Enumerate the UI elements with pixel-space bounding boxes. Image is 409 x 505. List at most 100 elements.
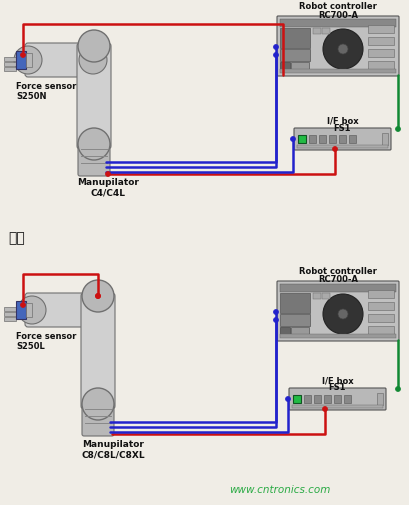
Text: Robot controller: Robot controller: [298, 266, 376, 275]
Bar: [16, 52, 26, 70]
Text: RC700-A: RC700-A: [317, 11, 357, 20]
Bar: [291, 405, 382, 408]
FancyBboxPatch shape: [81, 293, 115, 409]
FancyBboxPatch shape: [25, 44, 96, 78]
Bar: [279, 284, 395, 292]
Bar: [321, 29, 329, 35]
Bar: [318, 136, 325, 144]
Bar: [279, 29, 309, 49]
Circle shape: [273, 54, 278, 59]
Circle shape: [395, 387, 400, 392]
Circle shape: [78, 129, 110, 161]
Bar: [4, 58, 16, 62]
Bar: [338, 136, 345, 144]
Bar: [4, 308, 16, 312]
Bar: [26, 304, 32, 317]
Text: RC700-A: RC700-A: [317, 275, 357, 284]
Bar: [4, 317, 16, 321]
FancyBboxPatch shape: [26, 50, 95, 72]
Bar: [367, 290, 393, 298]
Bar: [279, 327, 289, 337]
Circle shape: [290, 137, 295, 142]
Circle shape: [322, 407, 327, 412]
Circle shape: [105, 172, 110, 177]
Bar: [297, 136, 305, 144]
Bar: [367, 38, 393, 46]
Bar: [26, 54, 32, 68]
FancyBboxPatch shape: [293, 129, 390, 150]
Bar: [279, 63, 289, 73]
Circle shape: [395, 127, 400, 132]
Bar: [328, 136, 335, 144]
Bar: [348, 136, 355, 144]
Bar: [4, 68, 16, 72]
Bar: [367, 326, 393, 334]
Circle shape: [82, 388, 114, 420]
Bar: [279, 50, 309, 62]
Text: Manupilator
C4/C4L: Manupilator C4/C4L: [77, 178, 139, 197]
Bar: [279, 70, 395, 74]
FancyBboxPatch shape: [276, 281, 398, 341]
Bar: [367, 62, 393, 70]
Bar: [367, 26, 393, 34]
Bar: [381, 134, 387, 146]
Bar: [312, 293, 320, 299]
Text: www.cntronics.com: www.cntronics.com: [229, 484, 330, 494]
Circle shape: [337, 310, 347, 319]
Circle shape: [95, 294, 100, 299]
Circle shape: [285, 397, 290, 401]
Circle shape: [79, 47, 107, 75]
Bar: [290, 63, 308, 73]
Text: FS1: FS1: [328, 383, 346, 392]
Bar: [376, 393, 382, 405]
Circle shape: [322, 30, 362, 70]
Bar: [279, 293, 309, 314]
Circle shape: [273, 45, 278, 50]
Circle shape: [18, 296, 46, 324]
Bar: [290, 327, 308, 337]
Bar: [4, 313, 16, 316]
Circle shape: [273, 318, 278, 323]
Circle shape: [322, 294, 362, 334]
Bar: [292, 395, 300, 403]
Bar: [279, 334, 395, 338]
FancyBboxPatch shape: [77, 44, 111, 149]
Circle shape: [95, 294, 100, 299]
Circle shape: [273, 310, 278, 315]
Bar: [323, 395, 330, 403]
Bar: [296, 146, 387, 148]
Text: 标题: 标题: [8, 231, 25, 244]
FancyBboxPatch shape: [82, 402, 114, 436]
Text: Robot controller: Robot controller: [298, 2, 376, 11]
Bar: [367, 315, 393, 322]
Bar: [321, 293, 329, 299]
Circle shape: [82, 280, 114, 313]
Bar: [279, 315, 309, 326]
Bar: [308, 136, 315, 144]
Text: Manupilator
C8/C8L/C8XL: Manupilator C8/C8L/C8XL: [81, 439, 144, 459]
Bar: [279, 20, 395, 28]
Circle shape: [20, 303, 25, 308]
Bar: [367, 302, 393, 311]
Bar: [313, 395, 320, 403]
FancyBboxPatch shape: [25, 293, 101, 327]
Bar: [16, 301, 26, 319]
Bar: [333, 395, 340, 403]
Circle shape: [337, 45, 347, 55]
Text: I/F box: I/F box: [326, 116, 357, 125]
Text: FS1: FS1: [333, 123, 351, 132]
Circle shape: [78, 31, 110, 63]
FancyBboxPatch shape: [78, 143, 110, 177]
Bar: [312, 29, 320, 35]
FancyBboxPatch shape: [288, 388, 385, 410]
Text: Force sensor
S250L: Force sensor S250L: [16, 331, 76, 350]
Bar: [343, 395, 350, 403]
Circle shape: [14, 47, 42, 75]
Text: Force sensor
S250N: Force sensor S250N: [16, 82, 76, 101]
Text: I/F box: I/F box: [321, 376, 353, 385]
Bar: [367, 50, 393, 58]
Bar: [4, 63, 16, 67]
Circle shape: [332, 147, 337, 152]
FancyBboxPatch shape: [276, 17, 398, 77]
Bar: [303, 395, 310, 403]
